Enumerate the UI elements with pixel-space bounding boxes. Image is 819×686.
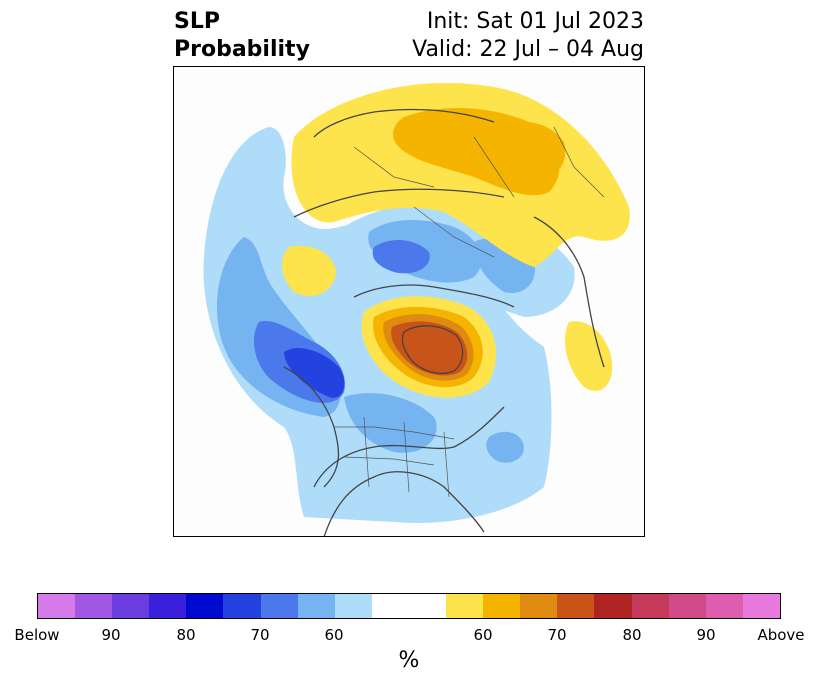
colorbar-cell	[408, 594, 447, 618]
chart-dates: Init: Sat 01 Jul 2023 Valid: 22 Jul – 04…	[412, 8, 644, 64]
map-svg	[203, 83, 630, 536]
colorbar-cell	[297, 594, 335, 618]
below-70-atlantic	[486, 431, 524, 463]
colorbar-cell	[371, 594, 409, 618]
colorbar-cell	[38, 594, 76, 618]
colorbar-cell	[742, 594, 780, 618]
colorbar-tick-label: Above	[757, 626, 805, 644]
colorbar-cell	[149, 594, 187, 618]
colorbar-cell	[260, 594, 298, 618]
colorbar-tick-label: 70	[250, 626, 270, 644]
colorbar-cell	[446, 594, 484, 618]
colorbar-cell	[186, 594, 224, 618]
colorbar-tick-label: 60	[324, 626, 344, 644]
above-70-ural	[504, 122, 566, 177]
title-variable: SLP	[174, 9, 220, 34]
colorbar-cell	[594, 594, 632, 618]
colorbar	[37, 593, 781, 619]
colorbar-cell	[483, 594, 521, 618]
chart-title: SLP Probability	[174, 8, 310, 64]
valid-range: Valid: 22 Jul – 04 Aug	[412, 37, 644, 62]
colorbar-tick-label: 80	[176, 626, 196, 644]
colorbar-tick-label: 80	[622, 626, 642, 644]
colorbar-tick-label: 90	[101, 626, 121, 644]
colorbar-cell	[334, 594, 372, 618]
probability-map	[173, 66, 645, 537]
colorbar-cell	[223, 594, 261, 618]
colorbar-cell	[520, 594, 558, 618]
colorbar-tick-label: Below	[14, 626, 60, 644]
colorbar-cell	[631, 594, 669, 618]
below-80-canada	[372, 240, 430, 274]
below-90-pacific	[284, 347, 345, 398]
below-70-america	[344, 393, 437, 453]
above-90-greenland	[391, 321, 468, 376]
title-subtitle: Probability	[174, 37, 310, 62]
colorbar-cell	[705, 594, 743, 618]
colorbar-tick-label: 60	[473, 626, 493, 644]
colorbar-cell	[668, 594, 706, 618]
colorbar-cell	[112, 594, 150, 618]
colorbar-tick-label: 90	[696, 626, 716, 644]
init-date: Init: Sat 01 Jul 2023	[426, 9, 644, 34]
above-60-atlantic-east	[564, 321, 613, 391]
coastlines	[283, 108, 605, 536]
colorbar-cell	[75, 594, 113, 618]
colorbar-cell	[557, 594, 595, 618]
colorbar-tick-label: 70	[547, 626, 567, 644]
above-60-alaska	[282, 245, 336, 296]
boundaries	[334, 126, 605, 498]
colorbar-unit: %	[398, 648, 420, 673]
